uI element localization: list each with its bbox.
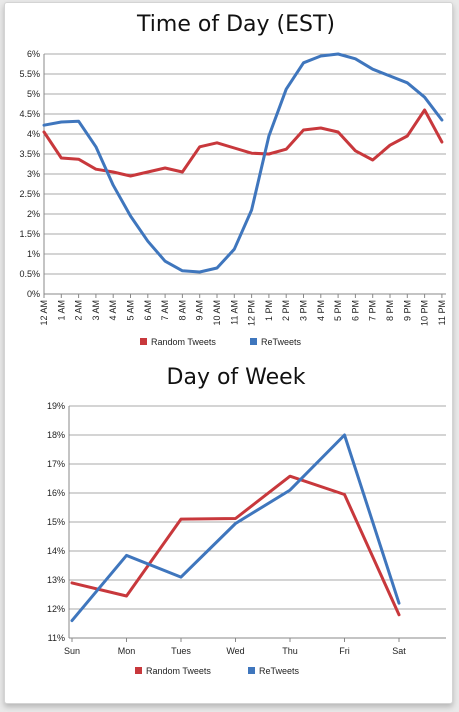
x-tick-label: 10 AM (212, 300, 222, 326)
y-tick-label: 14% (47, 546, 65, 556)
x-tick-label: 4 PM (316, 300, 326, 321)
y-tick-label: 4% (27, 129, 40, 139)
chart-card (4, 2, 453, 704)
x-tick-label: 7 PM (368, 300, 378, 321)
series-line-retweets (42, 52, 444, 274)
legend-swatch (135, 667, 142, 674)
x-tick-label: 8 AM (177, 300, 187, 321)
legend-swatch (250, 338, 257, 345)
x-tick-label: 1 PM (264, 300, 274, 321)
y-tick-label: 15% (47, 517, 65, 527)
x-tick-label: 2 AM (74, 300, 84, 321)
x-tick-label: 3 AM (91, 300, 101, 321)
x-tick-label: Sun (64, 646, 80, 656)
chart-title: Time of Day (EST) (136, 12, 335, 37)
chart-title: Day of Week (167, 365, 306, 390)
x-tick-label: 8 PM (385, 300, 395, 321)
x-tick-label: 7 AM (160, 300, 170, 321)
y-tick-label: 1% (27, 249, 40, 259)
x-tick-label: Wed (226, 646, 244, 656)
x-tick-label: 11 PM (437, 300, 447, 325)
y-tick-label: 2% (27, 209, 40, 219)
x-tick-label: 3 PM (299, 300, 309, 321)
legend-label: Random Tweets (146, 666, 211, 676)
y-tick-label: 3% (27, 169, 40, 179)
x-tick-label: Fri (339, 646, 350, 656)
x-tick-label: 11 AM (229, 300, 239, 325)
x-tick-label: 5 PM (333, 300, 343, 321)
y-tick-label: 19% (47, 401, 65, 411)
y-tick-label: 4.5% (19, 109, 40, 119)
legend-swatch (248, 667, 255, 674)
x-tick-label: 12 PM (247, 300, 257, 326)
y-tick-label: 6% (27, 49, 40, 59)
y-tick-label: 16% (47, 488, 65, 498)
y-tick-label: 0% (27, 289, 40, 299)
y-tick-label: 17% (47, 459, 65, 469)
y-tick-label: 13% (47, 575, 65, 585)
x-tick-label: Thu (282, 646, 298, 656)
y-tick-label: 12% (47, 604, 65, 614)
y-tick-label: 5.5% (19, 69, 40, 79)
legend-swatch (140, 338, 147, 345)
y-tick-label: 1.5% (19, 229, 40, 239)
x-tick-label: 6 PM (350, 300, 360, 321)
legend-label: ReTweets (259, 666, 300, 676)
x-tick-label: 9 PM (402, 300, 412, 321)
x-tick-label: 4 AM (108, 300, 118, 321)
x-tick-label: 10 PM (420, 300, 430, 326)
x-tick-label: 1 AM (56, 300, 66, 321)
y-tick-label: 5% (27, 89, 40, 99)
x-tick-label: 5 AM (126, 300, 136, 321)
y-tick-label: 3.5% (19, 149, 40, 159)
x-tick-label: Tues (171, 646, 191, 656)
series-line-random-tweets (70, 474, 401, 617)
x-tick-label: Sat (392, 646, 406, 656)
y-tick-label: 11% (48, 633, 65, 643)
y-tick-label: 2.5% (19, 189, 40, 199)
x-tick-label: 9 AM (195, 300, 205, 321)
series-line-random-tweets (42, 108, 444, 178)
y-tick-label: 0.5% (19, 269, 40, 279)
x-tick-label: 2 PM (281, 300, 291, 321)
x-tick-label: Mon (118, 646, 136, 656)
series-line-retweets (70, 433, 401, 623)
legend-label: Random Tweets (151, 337, 216, 347)
legend-label: ReTweets (261, 337, 302, 347)
y-tick-label: 18% (47, 430, 65, 440)
x-tick-label: 6 AM (143, 300, 153, 321)
x-tick-label: 12 AM (39, 300, 49, 326)
